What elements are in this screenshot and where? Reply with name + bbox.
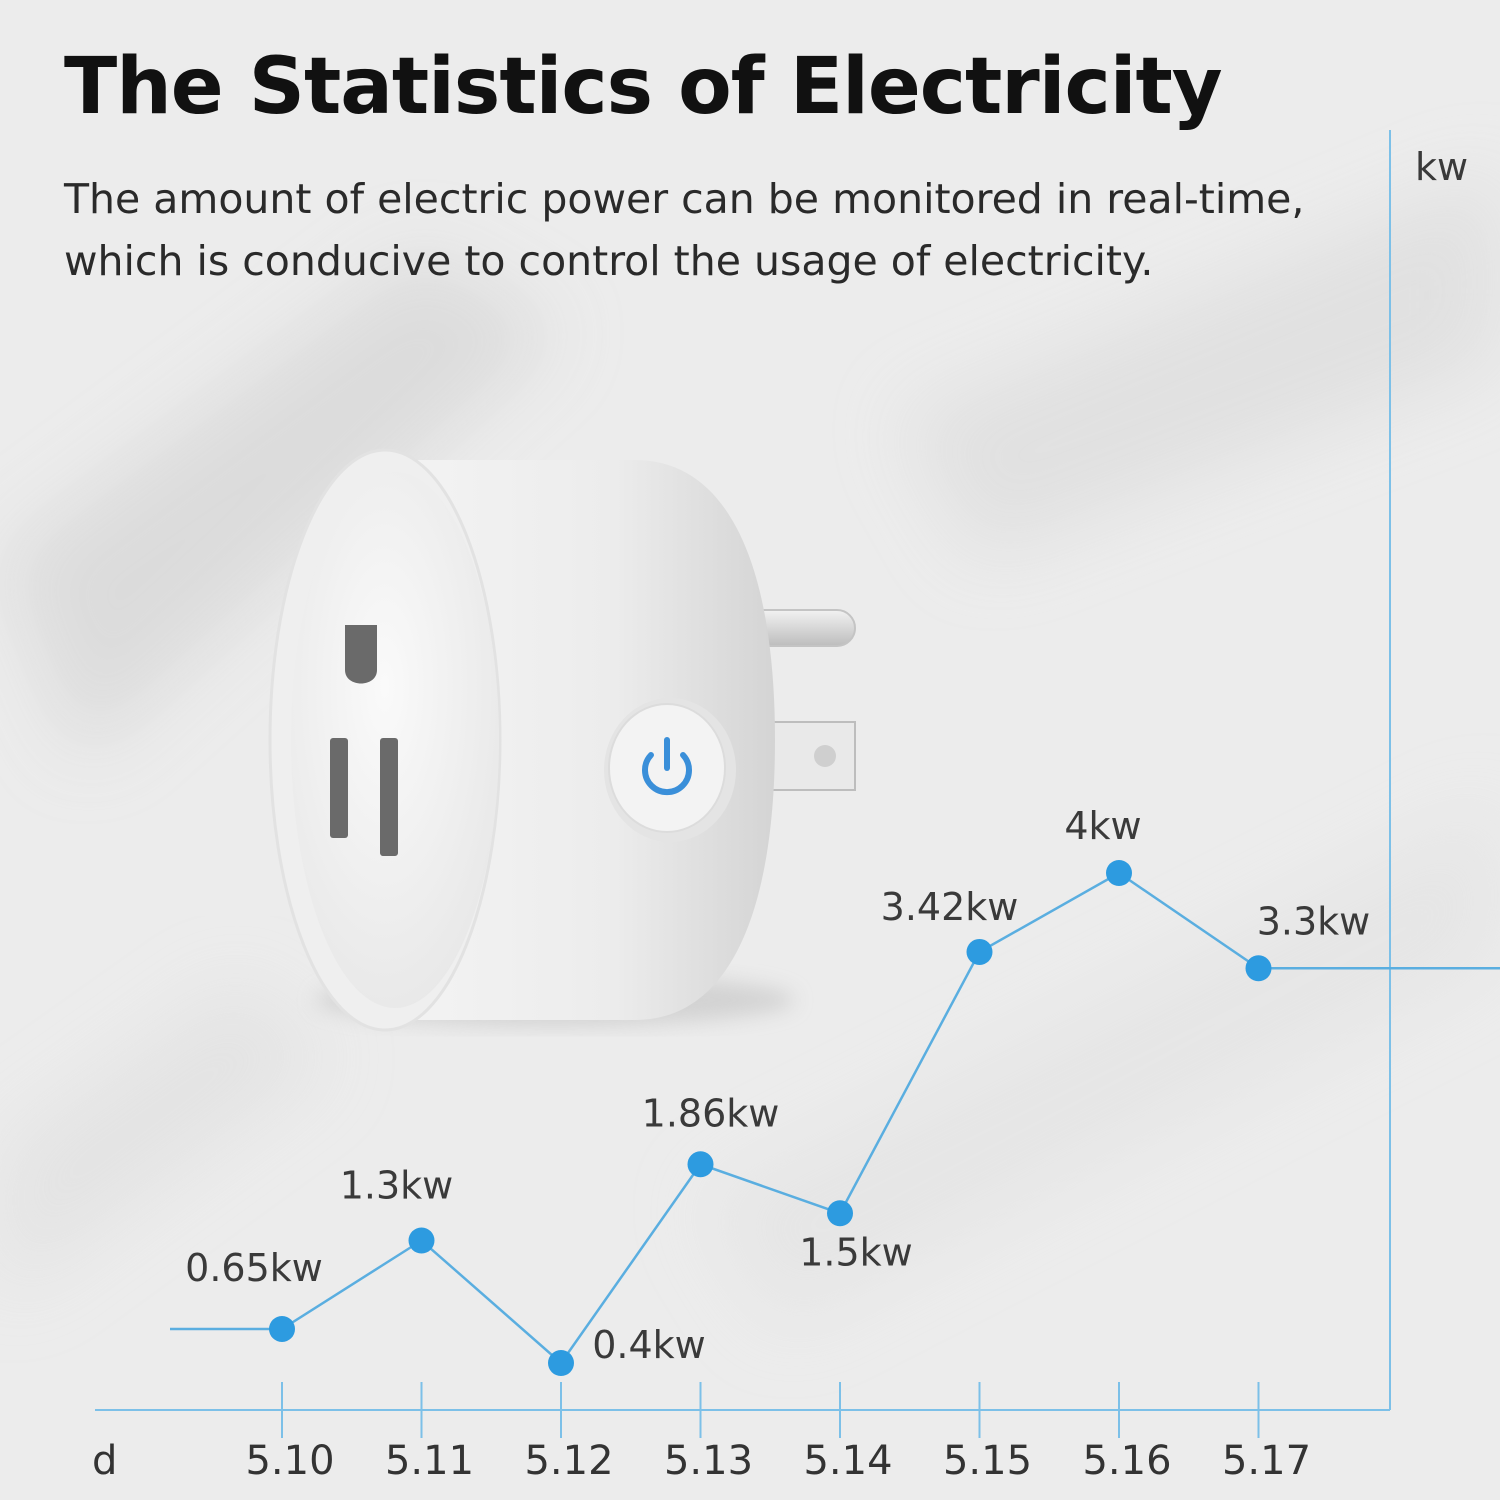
data-label: 0.4kw <box>592 1323 706 1367</box>
x-tick-label: 5.14 <box>803 1438 892 1484</box>
x-tick-label: 5.12 <box>524 1438 613 1484</box>
smart-plug-illustration <box>268 448 856 1032</box>
data-point <box>408 1227 435 1254</box>
data-point <box>1106 860 1132 886</box>
x-axis-label: d <box>92 1438 117 1484</box>
x-tick-label: 5.16 <box>1082 1438 1171 1484</box>
power-icon <box>642 737 692 796</box>
data-point <box>1245 955 1272 982</box>
data-label: 3.3kw <box>1257 899 1371 943</box>
data-label: 4kw <box>1064 804 1141 848</box>
data-point <box>687 1151 714 1178</box>
data-label: 1.3kw <box>340 1164 454 1208</box>
data-label: 3.42kw <box>881 885 1019 929</box>
x-tick-label: 5.15 <box>943 1438 1032 1484</box>
data-point <box>827 1200 853 1227</box>
series-line <box>170 871 1500 1365</box>
x-tick-label: 5.13 <box>664 1438 753 1484</box>
data-label: 1.86kw <box>642 1091 780 1135</box>
page-title: The Statistics of Electricity <box>64 42 1223 132</box>
x-tick-label: 5.10 <box>245 1438 334 1484</box>
data-label: 0.65kw <box>185 1246 323 1290</box>
data-point <box>966 938 993 965</box>
description-text: The amount of electric power can be moni… <box>64 175 1305 285</box>
data-point <box>269 1315 295 1342</box>
y-axis-label: kw <box>1415 145 1468 189</box>
data-label: 1.5kw <box>799 1230 913 1274</box>
x-tick-label: 5.17 <box>1222 1438 1311 1484</box>
x-tick-label: 5.11 <box>385 1438 474 1484</box>
data-point <box>548 1350 574 1376</box>
